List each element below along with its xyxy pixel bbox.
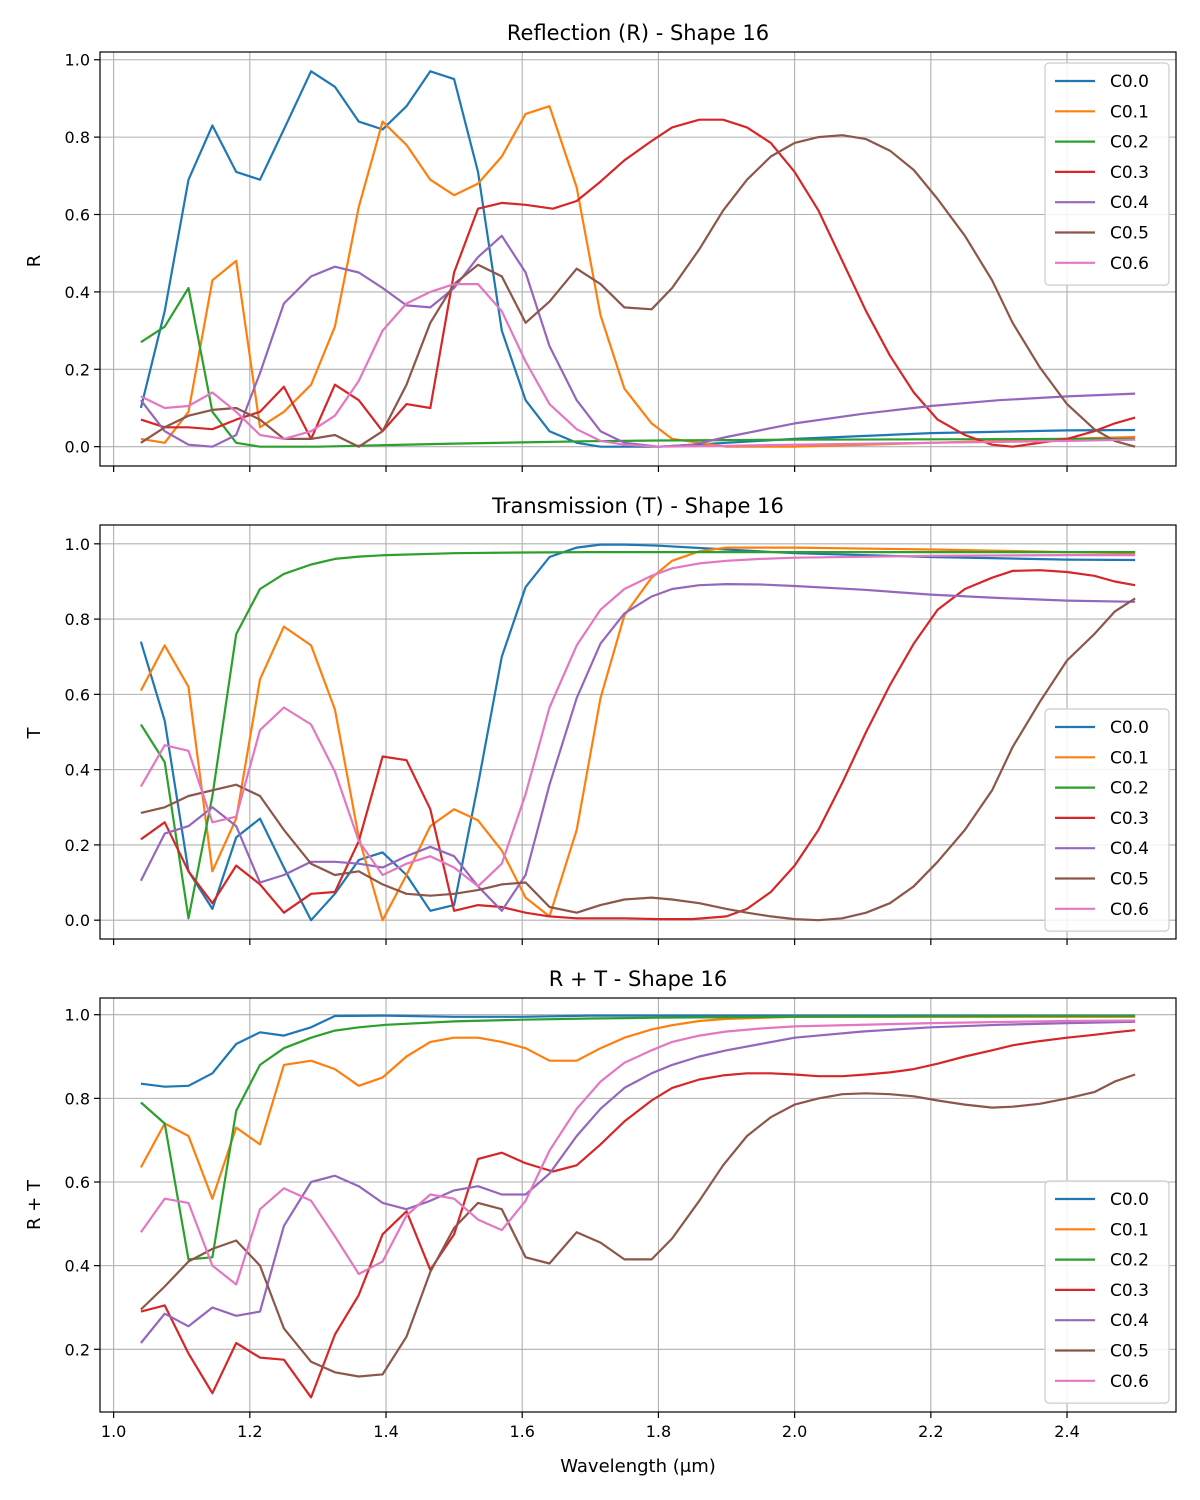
r-plus-t-x-tick-label: 2.2 <box>918 1422 943 1441</box>
r-plus-t-x-tick-label: 2.4 <box>1054 1422 1079 1441</box>
reflection-panel: Reflection (R) - Shape 16 R 0.0 0.2 0.4 0.6… <box>24 21 1177 472</box>
r-plus-t-series-line-c0-5 <box>140 1073 1136 1378</box>
r-plus-t-series-lines <box>139 1014 1136 1399</box>
reflection-legend-box <box>1044 62 1170 286</box>
r-plus-t-y-tick-label: 0.8 <box>65 1089 90 1108</box>
r-plus-t-x-tick-label: 1.8 <box>646 1422 671 1441</box>
reflection-series-line-c0-5 <box>140 134 1136 448</box>
transmission-series-line-c0-6 <box>139 554 1136 888</box>
reflection-legend-label-c0-0: C0.0 <box>1110 72 1149 92</box>
r-plus-t-panel-title: R + T - Shape 16 <box>549 967 727 991</box>
r-plus-t-panel: R + T - Shape 16 R + T Wavelength (μm) 1… <box>24 967 1177 1477</box>
transmission-y-tick-label: 1.0 <box>65 535 90 554</box>
r-plus-t-legend-label-c0-6: C0.6 <box>1110 1372 1149 1392</box>
reflection-panel-title: Reflection (R) - Shape 16 <box>507 21 769 45</box>
transmission-legend-label-c0-3: C0.3 <box>1110 809 1149 829</box>
reflection-y-tick-label: 0.6 <box>65 206 90 225</box>
r-plus-t-series-line-c0-1 <box>139 1015 1136 1200</box>
r-plus-t-axes-frame <box>99 997 1177 1413</box>
reflection-series-line-c0-2 <box>140 286 1136 448</box>
reflection-legend-label-c0-1: C0.1 <box>1110 102 1149 122</box>
transmission-axes-frame <box>99 524 1177 940</box>
transmission-series-line-c0-0 <box>139 543 1136 922</box>
r-plus-t-y-tick-label: 0.4 <box>65 1257 90 1276</box>
transmission-legend-label-c0-4: C0.4 <box>1110 839 1149 859</box>
r-plus-t-legend-label-c0-1: C0.1 <box>1110 1220 1149 1240</box>
r-plus-t-legend-label-c0-3: C0.3 <box>1110 1281 1149 1301</box>
reflection-legend-label-c0-3: C0.3 <box>1110 163 1149 183</box>
r-plus-t-series-line-c0-3 <box>140 1029 1136 1399</box>
reflection-series-lines <box>139 70 1136 448</box>
r-plus-t-legend: C0.0 C0.1 C0.2 C0.3 C0.4 C0.5 C0.6 <box>1044 1180 1170 1404</box>
r-plus-t-x-tick-label: 1.0 <box>101 1422 126 1441</box>
reflection-y-tick-label: 0.4 <box>65 283 90 302</box>
reflection-legend: C0.0 C0.1 C0.2 C0.3 C0.4 C0.5 C0.6 <box>1044 62 1170 286</box>
r-plus-t-series-line-c0-6 <box>140 1019 1136 1286</box>
reflection-legend-label-c0-5: C0.5 <box>1110 224 1149 244</box>
r-plus-t-x-tick-label: 1.6 <box>510 1422 535 1441</box>
transmission-series-line-c0-4 <box>139 583 1136 912</box>
transmission-legend-label-c0-6: C0.6 <box>1110 900 1149 920</box>
transmission-y-tick-label: 0.8 <box>65 610 90 629</box>
reflection-series-line-c0-1 <box>140 105 1136 448</box>
r-plus-t-y-tick-label: 1.0 <box>65 1006 90 1025</box>
r-plus-t-x-tick-label: 1.4 <box>373 1422 398 1441</box>
transmission-y-tick-label: 0.2 <box>65 836 90 855</box>
transmission-y-tick-label: 0.0 <box>65 911 90 930</box>
reflection-y-tick-label: 0.0 <box>65 438 90 457</box>
r-plus-t-series-line-c0-0 <box>140 1014 1136 1088</box>
r-plus-t-series-line-c0-2 <box>140 1014 1136 1261</box>
reflection-y-tick-label: 0.8 <box>65 128 90 147</box>
transmission-series-line-c0-2 <box>139 551 1136 920</box>
reflection-legend-label-c0-2: C0.2 <box>1110 133 1149 153</box>
r-plus-t-y-tick-label: 0.2 <box>65 1340 90 1359</box>
transmission-series-lines <box>139 543 1136 922</box>
transmission-series-line-c0-3 <box>140 569 1136 921</box>
reflection-series-line-c0-3 <box>140 118 1136 448</box>
reflection-panel-ylabel: R <box>24 255 45 268</box>
transmission-legend: C0.0 C0.1 C0.2 C0.3 C0.4 C0.5 C0.6 <box>1044 708 1170 932</box>
transmission-series-line-c0-5 <box>140 597 1136 922</box>
reflection-series-line-c0-4 <box>140 234 1136 448</box>
transmission-legend-box <box>1044 708 1170 932</box>
r-plus-t-legend-label-c0-5: C0.5 <box>1110 1342 1149 1362</box>
reflection-legend-label-c0-4: C0.4 <box>1110 193 1149 213</box>
reflection-y-tick-label: 1.0 <box>65 51 90 70</box>
r-plus-t-legend-label-c0-4: C0.4 <box>1110 1311 1149 1331</box>
transmission-legend-label-c0-0: C0.0 <box>1110 718 1149 738</box>
transmission-series-line-c0-1 <box>139 546 1136 922</box>
r-plus-t-x-tick-label: 2.0 <box>782 1422 807 1441</box>
r-plus-t-legend-box <box>1044 1180 1170 1404</box>
transmission-y-tick-label: 0.4 <box>65 761 90 780</box>
reflection-axes-frame <box>99 51 1177 467</box>
reflection-legend-label-c0-6: C0.6 <box>1110 254 1149 274</box>
reflection-y-tick-label: 0.2 <box>65 360 90 379</box>
r-plus-t-legend-label-c0-2: C0.2 <box>1110 1251 1149 1271</box>
transmission-legend-label-c0-5: C0.5 <box>1110 870 1149 890</box>
r-plus-t-y-tick-label: 0.6 <box>65 1173 90 1192</box>
r-plus-t-series-line-c0-4 <box>140 1020 1136 1344</box>
r-plus-t-x-tick-label: 1.2 <box>237 1422 262 1441</box>
reflection-series-line-c0-6 <box>140 283 1136 448</box>
transmission-legend-label-c0-2: C0.2 <box>1110 779 1149 799</box>
r-plus-t-legend-label-c0-0: C0.0 <box>1110 1190 1149 1210</box>
transmission-y-tick-label: 0.6 <box>65 685 90 704</box>
r-plus-t-panel-ylabel: R + T <box>24 1179 45 1230</box>
x-axis-label: Wavelength (μm) <box>560 1456 716 1477</box>
transmission-panel-ylabel: T <box>24 727 45 740</box>
transmission-panel-title: Transmission (T) - Shape 16 <box>491 494 784 518</box>
transmission-panel: Transmission (T) - Shape 16 T 0.0 0.2 0.4 0… <box>24 494 1177 945</box>
transmission-legend-label-c0-1: C0.1 <box>1110 748 1149 768</box>
